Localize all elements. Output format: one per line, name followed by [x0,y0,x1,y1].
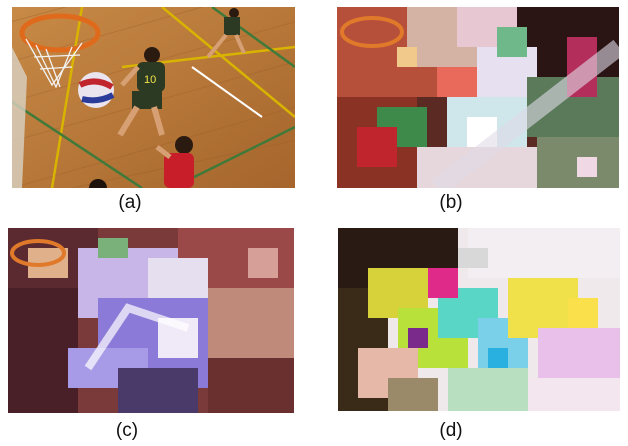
caption-b: (b) [439,192,463,213]
image-panel-d [338,228,620,411]
corrupted-frame-b [337,7,619,188]
caption-c: (c) [115,420,139,441]
image-panel-c [8,228,294,413]
basketball-scene-image: 10 [12,7,295,188]
corrupted-frame-c [8,228,294,413]
corrupted-frame-d [338,228,620,411]
svg-text:10: 10 [144,74,156,86]
caption-a: (a) [118,192,142,213]
image-panel-a: 10 [12,7,295,188]
caption-d: (d) [439,420,463,441]
image-panel-b [337,7,619,188]
